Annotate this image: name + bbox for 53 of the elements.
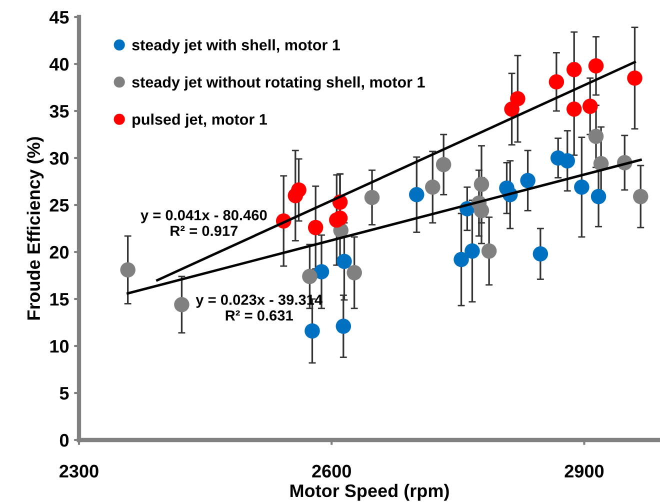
legend-label: pulsed jet, motor 1 bbox=[132, 114, 267, 128]
point bbox=[474, 176, 490, 192]
point bbox=[336, 254, 352, 270]
point bbox=[120, 262, 136, 278]
point bbox=[302, 268, 318, 284]
point bbox=[409, 187, 424, 202]
y-tick-label: 30 bbox=[50, 152, 69, 165]
x-tick-label: 2600 bbox=[312, 464, 351, 478]
point bbox=[566, 101, 582, 117]
y-tick-label: 15 bbox=[50, 293, 69, 306]
annotation: y = 0.041x - 80.460 R² = 0.917 bbox=[140, 210, 267, 236]
y-tick-label: 45 bbox=[49, 11, 69, 24]
point bbox=[346, 265, 362, 280]
y-tick-label: 0 bbox=[60, 434, 69, 447]
point bbox=[481, 243, 497, 259]
point bbox=[474, 203, 490, 218]
y-tick-label: 25 bbox=[50, 198, 69, 212]
point bbox=[174, 297, 190, 312]
y-tick-label: 10 bbox=[50, 340, 69, 353]
point bbox=[332, 210, 348, 226]
point bbox=[627, 70, 642, 86]
point bbox=[590, 188, 606, 204]
y-axis-title: Froude Efficiency (%) bbox=[26, 137, 44, 320]
point bbox=[566, 62, 582, 78]
point bbox=[308, 220, 324, 236]
x-axis-title: Motor Speed (rpm) bbox=[290, 484, 449, 501]
point bbox=[588, 128, 604, 144]
y-tick-label: 5 bbox=[60, 387, 69, 400]
point bbox=[520, 172, 536, 188]
legend-label: steady jet with shell, motor 1 bbox=[132, 39, 340, 54]
point bbox=[336, 318, 352, 334]
point bbox=[548, 74, 564, 90]
x-tick-label: 2900 bbox=[564, 464, 604, 478]
point bbox=[510, 91, 526, 106]
x-tick-label: 2300 bbox=[60, 464, 98, 478]
y-tick-label: 35 bbox=[50, 104, 69, 118]
legend-label: steady jet without rotating shell, motor 1 bbox=[132, 76, 425, 91]
point bbox=[560, 153, 576, 168]
point bbox=[588, 58, 604, 74]
y-tick-label: 40 bbox=[49, 58, 69, 71]
point bbox=[574, 180, 590, 195]
point bbox=[632, 188, 648, 204]
point bbox=[364, 190, 380, 206]
y-tick-label: 20 bbox=[50, 246, 69, 259]
point bbox=[314, 264, 330, 280]
point bbox=[454, 252, 469, 268]
point bbox=[582, 98, 598, 114]
point bbox=[291, 182, 306, 198]
point bbox=[464, 243, 480, 259]
point bbox=[532, 246, 548, 262]
point bbox=[436, 156, 452, 172]
point bbox=[425, 180, 440, 195]
point bbox=[304, 323, 320, 339]
